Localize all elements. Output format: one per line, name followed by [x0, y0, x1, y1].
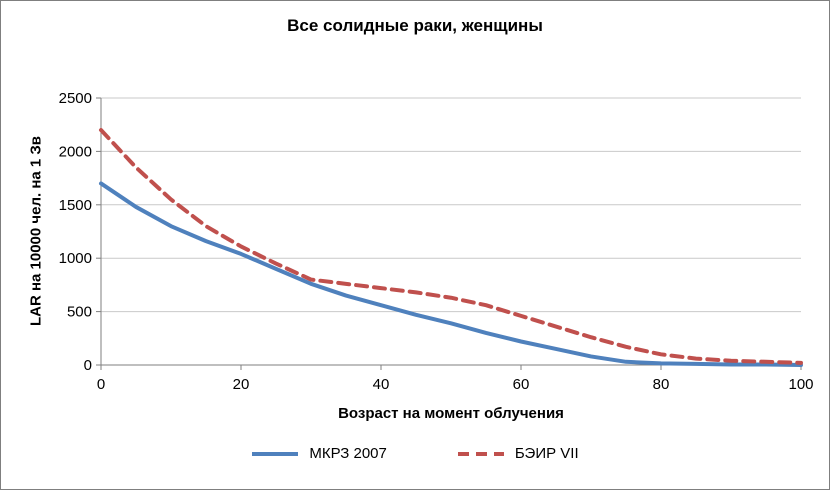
y-tick-label: 2500: [59, 90, 92, 107]
y-tick-label: 1000: [59, 250, 92, 267]
y-tick-label: 0: [84, 357, 92, 374]
x-tick-label: 60: [513, 376, 530, 393]
x-tick-label: 100: [788, 376, 813, 393]
x-tick-label: 20: [233, 376, 250, 393]
legend-label-mkrz: МКРЗ 2007: [309, 445, 387, 462]
legend-dashed-line-icon: [457, 451, 504, 456]
legend-item-beir: БЭИР VII: [457, 445, 579, 462]
legend: МКРЗ 2007 БЭИР VII: [1, 445, 829, 462]
x-tick-label: 0: [97, 376, 105, 393]
x-tick-label: 80: [653, 376, 670, 393]
legend-label-beir: БЭИР VII: [514, 445, 579, 462]
y-tick-label: 2000: [59, 143, 92, 160]
legend-solid-line-icon: [252, 451, 299, 456]
x-tick-label: 40: [373, 376, 390, 393]
series-line-1: [99, 128, 803, 365]
y-tick-label: 1500: [59, 197, 92, 214]
legend-item-mkrz: МКРЗ 2007: [251, 445, 387, 462]
series-line-0: [99, 181, 803, 367]
x-axis-title: Возраст на момент облучения: [338, 405, 564, 422]
chart-title: Все солидные раки, женщины: [287, 16, 543, 35]
y-tick-label: 500: [67, 304, 92, 321]
